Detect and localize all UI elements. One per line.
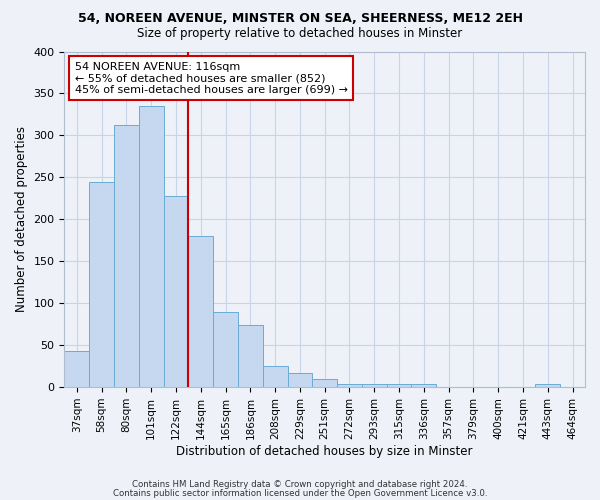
- Text: Size of property relative to detached houses in Minster: Size of property relative to detached ho…: [137, 28, 463, 40]
- Bar: [213, 312, 238, 387]
- Bar: [386, 384, 412, 387]
- X-axis label: Distribution of detached houses by size in Minster: Distribution of detached houses by size …: [176, 444, 473, 458]
- Bar: [114, 126, 139, 387]
- Bar: [89, 182, 114, 387]
- Bar: [188, 236, 213, 387]
- Text: Contains public sector information licensed under the Open Government Licence v3: Contains public sector information licen…: [113, 489, 487, 498]
- Text: 54, NOREEN AVENUE, MINSTER ON SEA, SHEERNESS, ME12 2EH: 54, NOREEN AVENUE, MINSTER ON SEA, SHEER…: [77, 12, 523, 26]
- Bar: [313, 378, 337, 387]
- Bar: [412, 384, 436, 387]
- Bar: [287, 373, 313, 387]
- Bar: [64, 351, 89, 387]
- Bar: [238, 325, 263, 387]
- Bar: [535, 384, 560, 387]
- Y-axis label: Number of detached properties: Number of detached properties: [15, 126, 28, 312]
- Bar: [139, 106, 164, 387]
- Text: 54 NOREEN AVENUE: 116sqm
← 55% of detached houses are smaller (852)
45% of semi-: 54 NOREEN AVENUE: 116sqm ← 55% of detach…: [75, 62, 348, 95]
- Bar: [263, 366, 287, 387]
- Bar: [362, 384, 386, 387]
- Bar: [337, 384, 362, 387]
- Bar: [164, 196, 188, 387]
- Text: Contains HM Land Registry data © Crown copyright and database right 2024.: Contains HM Land Registry data © Crown c…: [132, 480, 468, 489]
